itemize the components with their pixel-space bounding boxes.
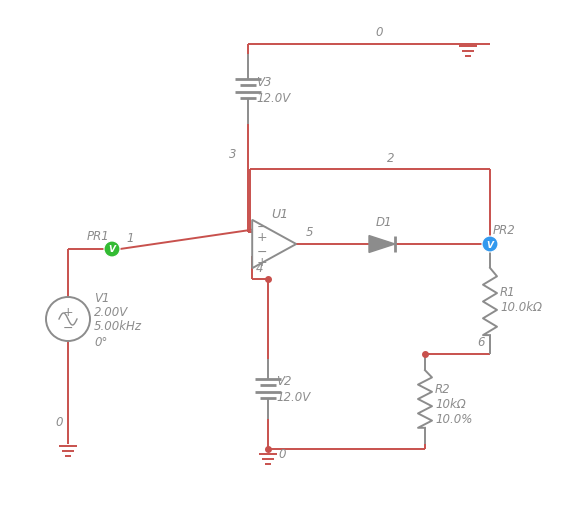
Text: 2: 2 xyxy=(387,151,395,164)
Text: 10kΩ: 10kΩ xyxy=(435,398,466,411)
Text: V: V xyxy=(108,245,116,254)
Text: 0°: 0° xyxy=(94,335,107,348)
Circle shape xyxy=(104,242,120,258)
Text: 12.0V: 12.0V xyxy=(256,91,290,104)
Text: PR2: PR2 xyxy=(493,224,516,237)
Circle shape xyxy=(482,237,498,252)
Text: 4: 4 xyxy=(256,261,263,274)
Text: 1: 1 xyxy=(126,231,133,244)
Text: −: − xyxy=(257,221,268,234)
Text: 12.0V: 12.0V xyxy=(276,391,310,404)
Text: +: + xyxy=(257,256,268,268)
Text: D1: D1 xyxy=(376,216,392,229)
Text: 3: 3 xyxy=(229,148,236,161)
Text: −: − xyxy=(257,245,268,258)
Text: R1: R1 xyxy=(500,286,515,298)
Text: V2: V2 xyxy=(276,375,291,388)
Text: U1: U1 xyxy=(272,208,289,221)
Text: 10.0%: 10.0% xyxy=(435,413,472,426)
Text: 5: 5 xyxy=(306,226,314,239)
Text: +: + xyxy=(63,305,73,318)
Text: R2: R2 xyxy=(435,383,451,395)
Text: V1: V1 xyxy=(94,291,109,304)
Text: −: − xyxy=(63,321,73,334)
Polygon shape xyxy=(369,236,395,253)
Text: 0: 0 xyxy=(278,447,286,461)
Text: 6: 6 xyxy=(477,336,485,349)
Text: +: + xyxy=(257,231,268,244)
Text: 5.00kHz: 5.00kHz xyxy=(94,320,142,333)
Text: 10.0kΩ: 10.0kΩ xyxy=(500,300,542,314)
Text: 0: 0 xyxy=(375,26,383,39)
Text: V3: V3 xyxy=(256,75,272,89)
Text: 0: 0 xyxy=(56,416,63,429)
Text: PR1: PR1 xyxy=(86,229,109,242)
Text: 2.00V: 2.00V xyxy=(94,305,128,318)
Text: V: V xyxy=(486,240,493,249)
